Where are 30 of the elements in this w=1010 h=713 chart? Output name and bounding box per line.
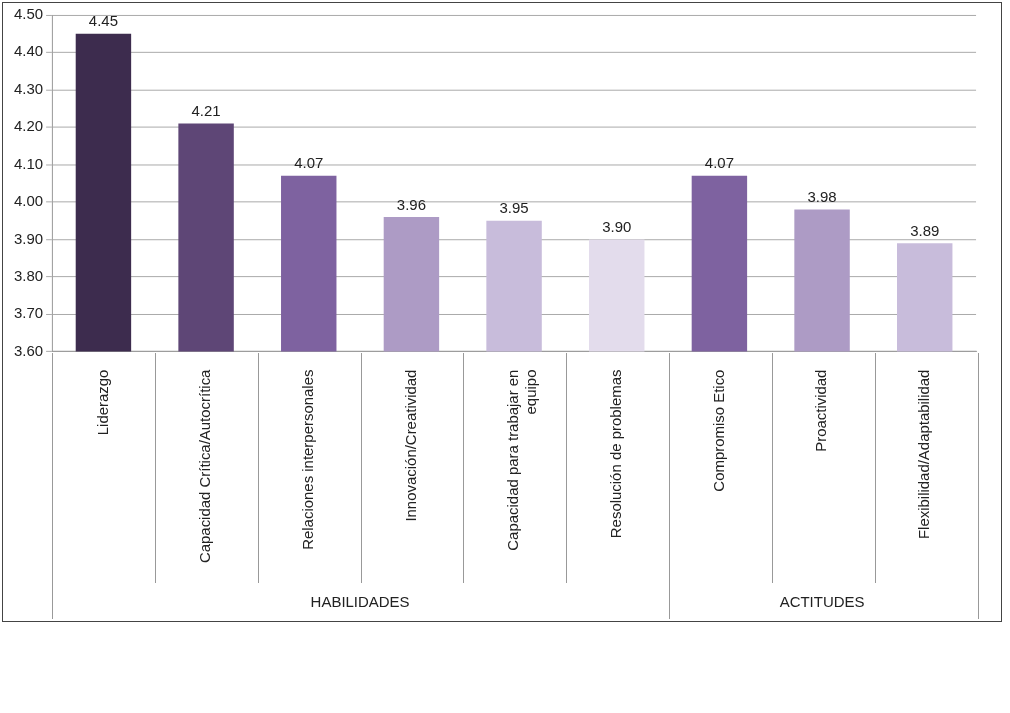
y-tick-label: 4.50 — [13, 5, 44, 23]
y-tick-label: 3.70 — [13, 304, 44, 322]
x-tick-label: Resolución de problemas — [606, 369, 624, 539]
x-tick-label: Relaciones interpersonales — [298, 369, 316, 550]
y-tick-label: 4.00 — [13, 192, 44, 210]
y-tick-label: 4.40 — [13, 42, 44, 60]
y-tick-label: 4.30 — [13, 79, 44, 97]
y-tick-label: 3.90 — [13, 229, 44, 247]
x-tick-label: Innovación/Creatividad — [401, 369, 419, 522]
x-tick-label: Capacidad para trabajar en equipo — [504, 369, 540, 551]
y-tick-label: 3.60 — [13, 341, 44, 359]
y-tick-label: 4.20 — [13, 117, 44, 135]
x-tick-label: Capacidad Crítica/Autocrítica — [196, 368, 214, 564]
text: ACTITUDES — [779, 593, 865, 611]
data-label: 3.89 — [910, 221, 940, 239]
x-tick-label: Proactividad — [812, 369, 830, 452]
data-label: 4.07 — [294, 154, 324, 172]
y-tick-label: 4.10 — [13, 154, 44, 172]
data-label: 3.95 — [499, 199, 529, 217]
x-tick-label: Flexibilidad/Adaptabilidad — [914, 369, 932, 540]
data-label: 3.96 — [396, 195, 426, 213]
data-label: 3.98 — [807, 188, 837, 206]
text: HABILIDADES — [310, 593, 410, 611]
data-label: 3.90 — [602, 218, 632, 236]
y-tick-label: 3.80 — [13, 266, 44, 284]
data-label: 4.45 — [88, 12, 118, 30]
data-label: 4.07 — [704, 154, 734, 172]
x-tick-label: Liderazgo — [93, 369, 111, 436]
x-tick-label: Compromiso Etico — [709, 369, 727, 492]
data-label: 4.21 — [191, 102, 221, 120]
